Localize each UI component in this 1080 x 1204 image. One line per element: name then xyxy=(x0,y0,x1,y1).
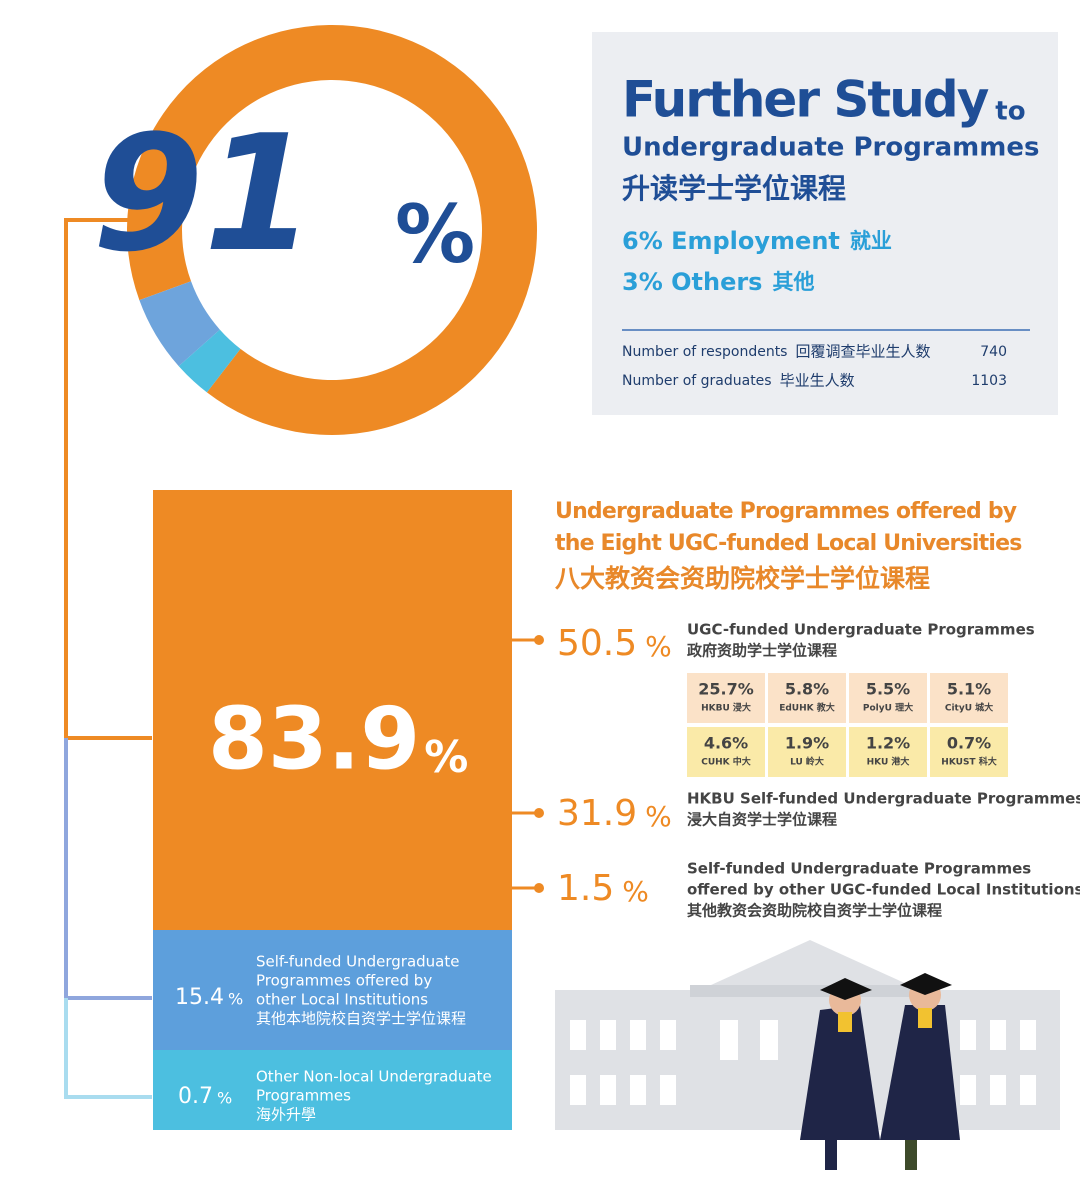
donut-segment xyxy=(139,281,220,367)
stat-value: 740 xyxy=(980,344,1007,360)
uni-pct: 1.2% xyxy=(866,734,910,753)
panel xyxy=(592,32,1058,415)
stat-label: Number of respondents xyxy=(622,344,787,360)
connector xyxy=(64,218,152,740)
stat-label-zh: 毕业生人数 xyxy=(780,372,855,390)
item-text: 其他教资会资助院校自资学士学位课程 xyxy=(687,902,942,920)
block xyxy=(153,490,512,930)
block-pct: 83.9 xyxy=(208,689,420,789)
uni-pct: 4.6% xyxy=(704,734,748,753)
uni-cell xyxy=(687,727,765,777)
block-text: 海外升學 xyxy=(256,1106,316,1124)
subtitle-zh: 升读学士学位课程 xyxy=(622,172,846,205)
uni-name: HKUST 科大 xyxy=(941,756,996,768)
block-text: Self-funded Undergraduate xyxy=(256,953,459,971)
item-text: offered by other UGC-funded Local Instit… xyxy=(687,881,1080,899)
big-percent: 91 xyxy=(92,100,315,287)
item-text: 浸大自资学士学位课程 xyxy=(687,811,837,829)
item-text: 政府资助学士学位课程 xyxy=(687,642,837,660)
dot xyxy=(534,635,544,645)
dot xyxy=(534,808,544,818)
block-text: Other Non-local Undergraduate xyxy=(256,1068,492,1086)
section-heading: the Eight UGC-funded Local Universities xyxy=(555,531,1022,556)
percent-sign: % xyxy=(622,875,649,908)
item-text: UGC-funded Undergraduate Programmes xyxy=(687,621,1035,639)
uni-cell xyxy=(768,727,846,777)
block-pct: 15.4 xyxy=(175,985,224,1010)
outcome: 3% Others xyxy=(622,268,762,296)
block-pct: 0.7 xyxy=(178,1084,213,1109)
percent-sign: % xyxy=(217,1089,232,1108)
title-to: to xyxy=(995,97,1025,127)
percent-sign: % xyxy=(228,990,243,1009)
uni-cell xyxy=(687,673,765,723)
stat-value: 1103 xyxy=(971,373,1007,389)
item-pct: 1.5 xyxy=(557,868,614,909)
uni-name: CUHK 中大 xyxy=(701,756,751,768)
uni-name: PolyU 理大 xyxy=(863,702,913,714)
connector xyxy=(64,998,152,1099)
donut xyxy=(126,24,537,435)
uni-name: CityU 城大 xyxy=(945,702,993,714)
percent-sign: % xyxy=(424,732,468,783)
item-pct: 50.5 xyxy=(557,623,637,664)
block-text: Programmes xyxy=(256,1087,351,1105)
stat-label: Number of graduates xyxy=(622,373,772,389)
outcome-zh: 其他 xyxy=(772,270,814,294)
block-text: other Local Institutions xyxy=(256,991,428,1009)
outcome-zh: 就业 xyxy=(850,229,892,253)
graduates xyxy=(800,973,960,1170)
uni-pct: 0.7% xyxy=(947,734,991,753)
uni-cell xyxy=(768,673,846,723)
block xyxy=(153,930,512,1050)
uni-cell xyxy=(849,673,927,723)
section-heading: 八大教资会资助院校学士学位课程 xyxy=(555,564,930,593)
dot xyxy=(534,883,544,893)
uni-name: HKU 港大 xyxy=(867,756,910,768)
uni-name: LU 岭大 xyxy=(790,756,824,768)
uni-cell xyxy=(849,727,927,777)
percent-sign: % xyxy=(645,800,672,833)
block xyxy=(153,1050,512,1130)
item-text: Self-funded Undergraduate Programmes xyxy=(687,860,1031,878)
windows xyxy=(570,1020,1036,1105)
uni-pct: 25.7% xyxy=(698,680,754,699)
uni-pct: 5.8% xyxy=(785,680,829,699)
item-pct: 31.9 xyxy=(557,793,637,834)
item-text: HKBU Self-funded Undergraduate Programme… xyxy=(687,790,1080,808)
connector xyxy=(64,738,152,1000)
subtitle: Undergraduate Programmes xyxy=(622,133,1039,163)
percent-sign: % xyxy=(395,188,475,281)
uni-name: EdUHK 教大 xyxy=(779,702,835,714)
percent-sign: % xyxy=(645,630,672,663)
donut-segment xyxy=(178,329,241,393)
block-text: Programmes offered by xyxy=(256,972,432,990)
section-heading: Undergraduate Programmes offered by xyxy=(555,499,1017,524)
stat-label-zh: 回覆调查毕业生人数 xyxy=(795,343,930,361)
uni-pct: 5.5% xyxy=(866,680,910,699)
uni-name: HKBU 浸大 xyxy=(701,702,751,714)
outcome: 6% Employment xyxy=(622,227,840,255)
uni-cell xyxy=(930,727,1008,777)
title: Further Study xyxy=(622,71,989,129)
uni-pct: 5.1% xyxy=(947,680,991,699)
block-text: 其他本地院校自资学士学位课程 xyxy=(256,1010,466,1028)
uni-pct: 1.9% xyxy=(785,734,829,753)
uni-cell xyxy=(930,673,1008,723)
